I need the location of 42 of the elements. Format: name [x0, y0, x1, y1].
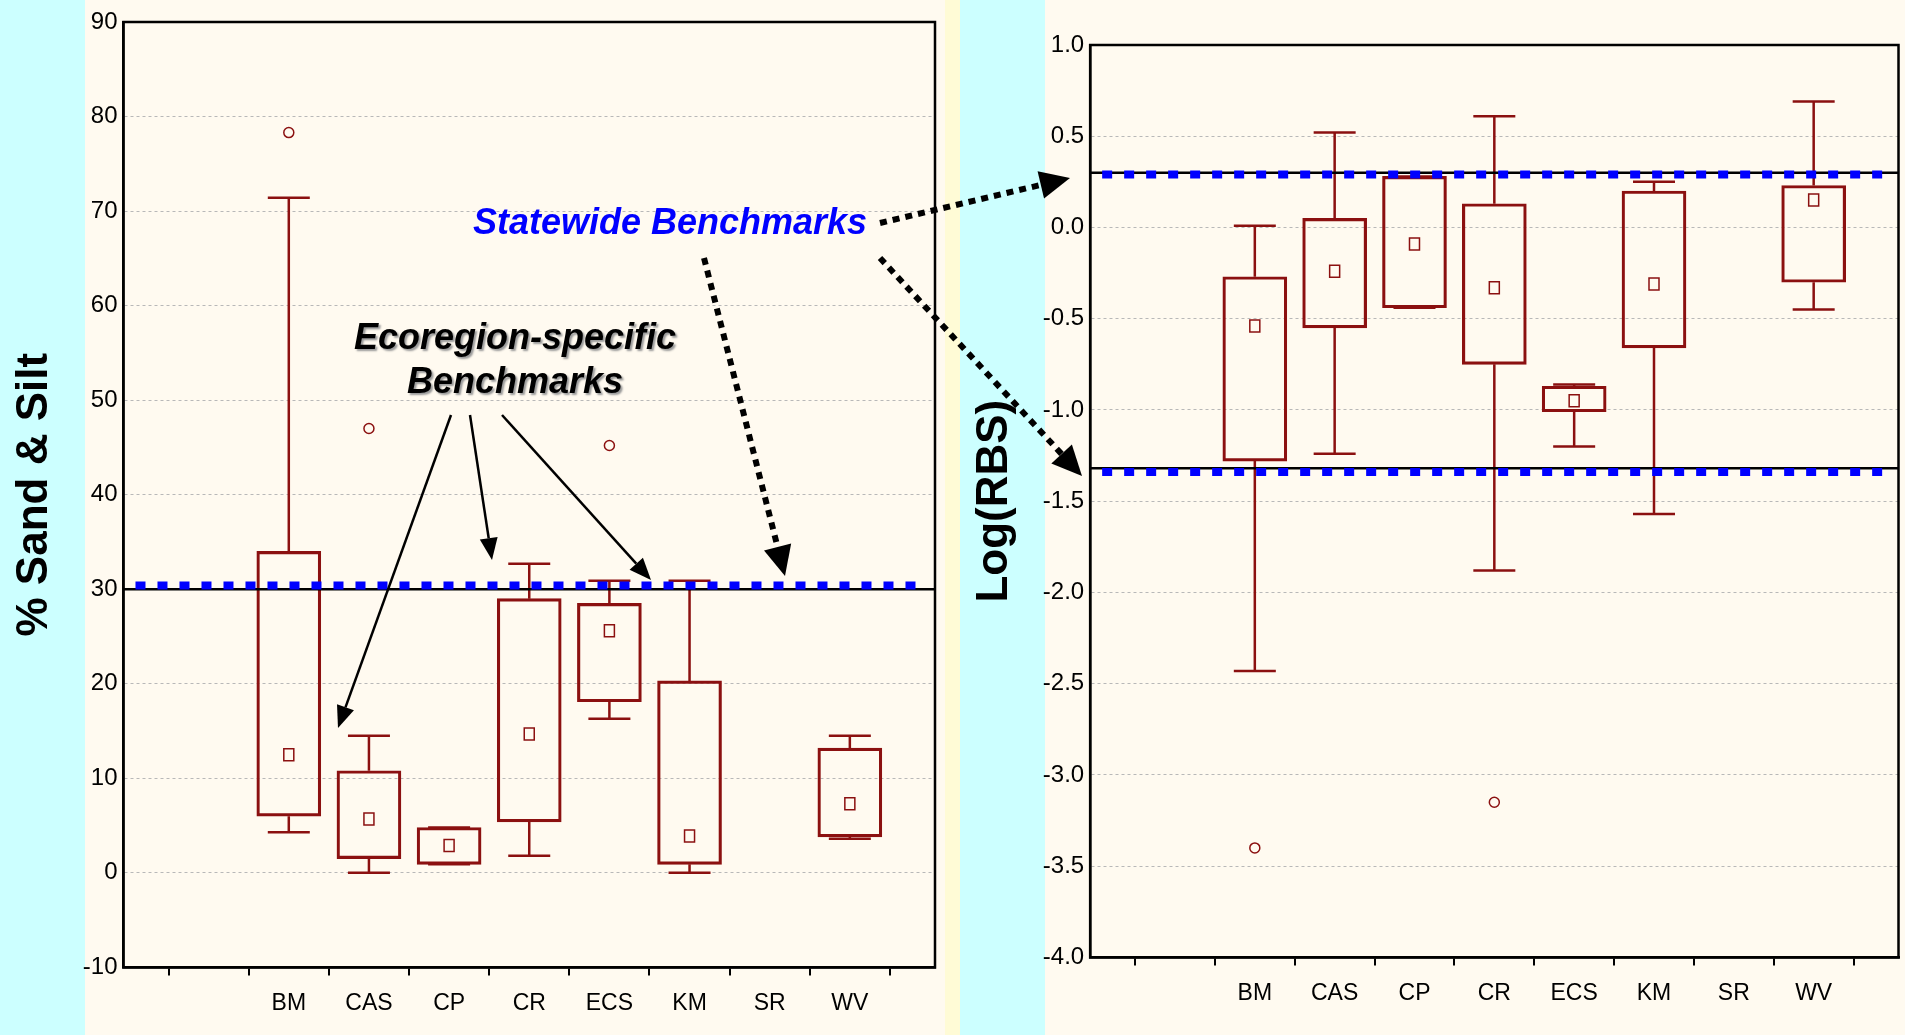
y-tick-label: 1.0 [1050, 29, 1085, 57]
annotation: Ecoregion-specific Benchmarks [352, 315, 678, 403]
y-tick-label: -1.5 [1042, 485, 1085, 513]
x-tick-label: KM [1636, 978, 1672, 1005]
y-tick-label: 0 [104, 857, 118, 885]
x-tick-label: CR [1477, 978, 1511, 1005]
x-tick-label: CR [512, 988, 546, 1015]
y-tick-label: -4.0 [1042, 942, 1085, 970]
x-tick-label: BM [1237, 978, 1273, 1005]
x-tick-label: ECS [1550, 978, 1598, 1005]
y-tick-label: 90 [90, 6, 118, 34]
y-tick-label: 70 [90, 195, 118, 223]
y-tick-label: -1.0 [1042, 394, 1085, 422]
x-tick-label: SR [753, 988, 786, 1015]
y-tick-label: -2.5 [1042, 668, 1085, 696]
x-tick-label: ECS [585, 988, 634, 1015]
y-tick-label: 80 [90, 101, 118, 129]
x-tick-label: KM [672, 988, 707, 1015]
x-tick-label: BM [271, 988, 307, 1015]
annotation: Statewide Benchmarks [471, 200, 869, 244]
y-axis-title: Log(RBS) [966, 399, 1016, 603]
y-tick-label: -3.0 [1042, 759, 1085, 787]
x-tick-label: WV [1795, 978, 1833, 1005]
y-tick-label: 0.5 [1050, 120, 1085, 148]
y-tick-label: 60 [90, 290, 118, 318]
y-tick-label: 20 [90, 668, 118, 696]
x-tick-label: CP [1398, 978, 1431, 1005]
y-tick-label: 40 [90, 479, 118, 507]
y-tick-label: 50 [90, 384, 118, 412]
x-tick-label: WV [831, 988, 870, 1015]
y-tick-label: 30 [90, 573, 118, 601]
y-tick-label: -2.0 [1042, 577, 1085, 605]
y-tick-label: -3.5 [1042, 850, 1085, 878]
y-tick-label: -0.5 [1042, 303, 1085, 331]
x-tick-label: SR [1717, 978, 1750, 1005]
x-tick-label: CAS [1311, 978, 1359, 1005]
y-axis-title: % Sand & Silt [6, 352, 56, 637]
y-tick-label: -10 [82, 952, 118, 980]
x-tick-label: CAS [345, 988, 393, 1015]
x-tick-label: CP [433, 988, 466, 1015]
y-tick-label: 0.0 [1050, 212, 1085, 240]
y-tick-label: 10 [90, 762, 118, 790]
